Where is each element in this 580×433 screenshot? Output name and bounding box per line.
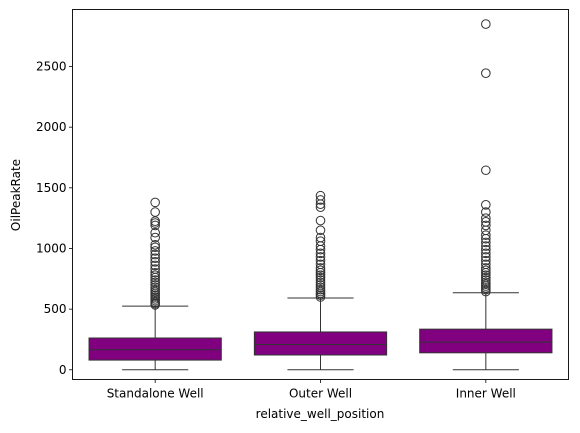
outlier-point [481, 255, 491, 266]
outlier-point [150, 284, 160, 295]
outlier-point [315, 190, 326, 201]
outlier-point [481, 225, 491, 236]
outlier-point [481, 165, 491, 176]
outlier-point [315, 277, 326, 288]
y-tick-label: 1500 [36, 181, 67, 195]
y-axis-ticks: 0 500 1000 1500 2000 2500 [36, 60, 73, 377]
outlier-point [481, 270, 491, 280]
x-tick-label: Outer Well [289, 387, 352, 401]
y-tick-label: 2500 [36, 60, 67, 74]
outlier-point [150, 280, 160, 290]
outlier-point [481, 68, 491, 78]
box-inner-well [419, 19, 553, 371]
outlier-point [315, 236, 326, 247]
outlier-point [150, 253, 160, 263]
outlier-point [481, 263, 491, 273]
outlier-point [481, 275, 491, 285]
outlier-point [481, 237, 491, 248]
outlier-point [315, 255, 326, 266]
box-group [88, 19, 553, 371]
outlier-point [315, 225, 326, 236]
outlier-point [150, 242, 160, 253]
y-tick-label: 500 [44, 302, 67, 316]
y-tick-label: 1000 [36, 241, 67, 255]
y-axis-title: OilPeakRate [9, 159, 23, 231]
iqr-box [253, 331, 388, 356]
iqr-box [419, 328, 553, 354]
outlier-point [150, 220, 160, 231]
x-axis-ticks: Standalone Well Outer Well Inner Well [107, 379, 516, 401]
outlier-point [150, 275, 160, 285]
plot-frame [72, 9, 569, 380]
outlier-point [315, 259, 326, 270]
outlier-point [315, 280, 326, 290]
outlier-point [150, 232, 160, 243]
x-tick-label: Standalone Well [107, 387, 204, 401]
iqr-box [88, 337, 222, 361]
outlier-point [481, 216, 491, 227]
box-standalone-well [88, 197, 222, 371]
outlier-point [150, 227, 160, 238]
outlier-point [315, 232, 326, 243]
outlier-point [150, 264, 160, 274]
outlier-point [150, 277, 160, 288]
outlier-point [150, 270, 160, 280]
outlier-point [315, 282, 326, 293]
outlier-point [315, 270, 326, 280]
outlier-point [481, 277, 491, 288]
outlier-point [315, 265, 326, 276]
outlier-point [481, 213, 491, 223]
box-outer-well [253, 190, 388, 371]
outlier-point [150, 197, 160, 208]
outlier-point [315, 252, 326, 262]
outlier-point [481, 19, 491, 29]
outlier-point [481, 220, 491, 231]
outlier-point [315, 272, 326, 283]
outlier-point [150, 240, 160, 250]
outlier-point [315, 263, 326, 273]
outlier-point [315, 215, 326, 226]
outlier-point [315, 284, 326, 295]
outlier-point [481, 259, 491, 270]
outlier-point [150, 267, 160, 278]
outlier-point [315, 248, 326, 259]
outlier-point [315, 275, 326, 285]
outlier-point [315, 202, 326, 213]
outlier-point [481, 252, 491, 262]
outlier-point [150, 249, 160, 260]
outlier-point [481, 230, 491, 240]
outlier-point [481, 265, 491, 276]
outlier-point [150, 260, 160, 271]
y-tick-label: 2000 [36, 120, 67, 134]
outlier-point [481, 200, 491, 210]
outlier-point [150, 207, 160, 217]
x-tick-label: Inner Well [456, 387, 516, 401]
outlier-point [481, 248, 491, 259]
outlier-point [315, 195, 326, 205]
outlier-point [481, 244, 491, 255]
x-axis-title: relative_well_position [256, 407, 385, 421]
outlier-point [481, 207, 491, 217]
outlier-point [481, 272, 491, 283]
outlier-point [150, 246, 160, 256]
y-tick-label: 0 [59, 363, 67, 377]
outlier-point [481, 241, 491, 251]
outlier-point [150, 257, 160, 267]
outlier-point [150, 282, 160, 293]
